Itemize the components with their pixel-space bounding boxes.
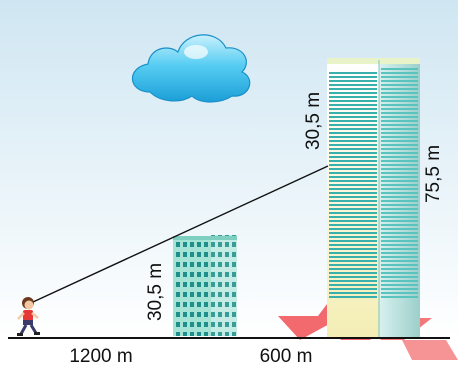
child-runner-icon	[17, 297, 40, 336]
tall-building-height-label: 75,5 m	[423, 145, 444, 203]
distance-far-label: 600 m	[260, 346, 313, 367]
sight-line	[32, 165, 329, 303]
small-building	[173, 235, 237, 336]
upper-segment-label: 30,5 m	[303, 92, 324, 150]
cloud-icon	[131, 34, 251, 103]
tall-building	[327, 58, 420, 338]
small-building-height-label: 30,5 m	[145, 263, 166, 321]
distance-near-label: 1200 m	[69, 346, 132, 367]
